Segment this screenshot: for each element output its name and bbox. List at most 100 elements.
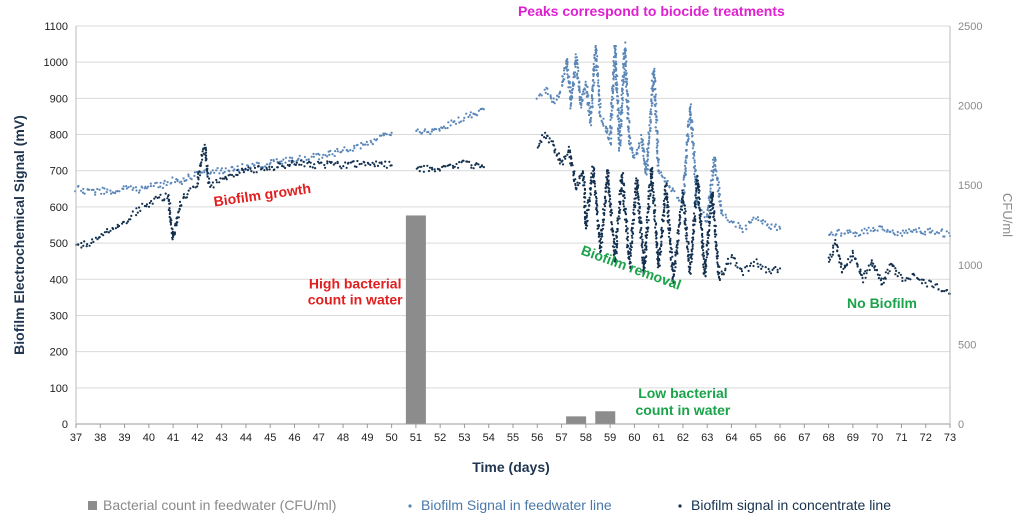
conc-point-0-23-4 (324, 166, 327, 169)
conc-point-2-19-32 (677, 225, 680, 228)
conc-point-0-9-7 (173, 224, 177, 227)
x-tick-73: 73 (944, 432, 956, 444)
feed-point-2-9-28 (592, 78, 595, 82)
conc-point-2-16-3 (651, 170, 654, 173)
conc-point-0-0-6 (83, 240, 86, 243)
feed-point-1-0-2 (418, 131, 421, 134)
feed-point-2-20-12 (646, 154, 650, 157)
feed-point-0-11-3 (200, 171, 204, 174)
conc-point-1-2-4 (444, 165, 447, 168)
conc-point-3-7-6 (896, 275, 899, 278)
feed-point-0-6-6 (157, 186, 160, 189)
feed-point-0-12-2 (211, 169, 214, 172)
conc-point-2-7-19 (588, 198, 591, 201)
conc-point-2-15-33 (647, 219, 650, 222)
feed-point-2-16-31 (626, 94, 630, 97)
conc-point-2-26-5 (736, 266, 739, 269)
feed-point-0-6-3 (152, 184, 155, 188)
conc-point-3-10-1 (926, 285, 929, 288)
conc-point-2-6-15 (584, 191, 587, 195)
conc-point-2-10-42 (612, 234, 615, 237)
conc-point-2-15-51 (649, 192, 652, 195)
feed-point-2-19-22 (644, 169, 647, 172)
conc-point-3-6-1 (882, 281, 885, 284)
conc-point-2-24-42 (716, 257, 719, 260)
feed-point-2-19-0 (640, 133, 643, 137)
feed-point-2-7-0 (580, 106, 583, 109)
feed-point-2-16-14 (624, 64, 627, 68)
conc-point-2-23-28 (706, 231, 710, 234)
feed-point-0-21-5 (326, 155, 329, 158)
conc-point-2-19-1 (672, 273, 676, 276)
conc-point-0-21-2 (295, 161, 298, 164)
feed-point-2-26-6 (703, 216, 706, 219)
feed-point-2-25-7 (689, 114, 692, 117)
conc-point-2-5-9 (580, 174, 584, 177)
feed-point-2-6-27 (580, 96, 583, 99)
feed-point-2-10-21 (597, 79, 600, 82)
conc-point-2-25-5 (722, 272, 725, 275)
conc-point-2-8-18 (593, 193, 596, 196)
feed-point-1-3-2 (453, 120, 456, 123)
feed-point-2-6-18 (577, 81, 580, 84)
x-tick-37: 37 (70, 432, 82, 444)
conc-point-2-22-9 (697, 191, 701, 194)
conc-point-2-22-25 (698, 216, 701, 219)
feed-point-2-14-52 (616, 127, 620, 130)
concentrate-series (75, 131, 952, 295)
feed-point-1-3-6 (459, 120, 463, 123)
feed-point-2-16-24 (624, 80, 627, 83)
conc-point-2-23-33 (708, 224, 711, 227)
feed-point-2-18-7 (638, 145, 641, 148)
feed-point-2-20-22 (647, 139, 651, 142)
conc-point-0-25-5 (349, 161, 352, 164)
feed-point-3-8-5 (931, 229, 934, 232)
conc-point-2-13-10 (629, 248, 633, 251)
conc-point-2-20-40 (686, 255, 690, 258)
conc-point-2-16-14 (651, 187, 654, 190)
y2-tick-1000: 1000 (958, 260, 982, 272)
y2-tick-500: 500 (958, 339, 976, 351)
feed-point-2-5-16 (572, 81, 575, 84)
conc-point-3-1-0 (834, 238, 837, 242)
feed-point-2-9-1 (590, 124, 593, 127)
conc-point-2-21-16 (691, 243, 694, 246)
conc-point-2-24-17 (712, 215, 715, 218)
conc-point-2-25-10 (727, 262, 730, 265)
feed-point-2-21-37 (654, 126, 657, 129)
feed-point-1-2-0 (438, 127, 441, 131)
feed-point-2-5-23 (574, 65, 577, 68)
conc-point-2-16-29 (653, 209, 656, 212)
conc-point-3-0-2 (829, 253, 832, 256)
feed-point-0-16-7 (268, 163, 271, 166)
feed-point-3-7-2 (915, 230, 918, 233)
feed-point-3-3-4 (869, 229, 872, 232)
feed-point-0-24-0 (353, 147, 356, 150)
feed-point-0-14-2 (236, 165, 239, 168)
feed-point-0-18-0 (281, 162, 284, 165)
conc-point-0-24-7 (340, 167, 343, 170)
conc-point-3-2-0 (842, 267, 845, 270)
feed-point-2-20-30 (649, 127, 652, 130)
feed-point-2-15-42 (622, 80, 625, 83)
feed-point-0-4-2 (125, 187, 128, 190)
conc-point-3-10-2 (928, 279, 931, 282)
conc-point-0-5-6 (145, 205, 148, 208)
conc-point-3-2-1 (843, 266, 847, 269)
feed-point-2-24-40 (686, 140, 689, 143)
conc-point-0-25-7 (352, 160, 355, 163)
conc-point-2-10-34 (610, 221, 613, 224)
feed-point-3-4-4 (881, 228, 884, 231)
feed-point-2-31-0 (741, 230, 744, 234)
conc-point-0-5-1 (136, 211, 139, 214)
feed-point-0-13-0 (220, 167, 223, 170)
conc-point-3-0-7 (832, 246, 835, 249)
conc-point-2-24-2 (711, 191, 715, 194)
feed-point-2-12-6 (605, 131, 609, 134)
feed-point-0-13-7 (231, 166, 234, 169)
conc-point-2-6-8 (583, 181, 586, 184)
feed-point-2-21-3 (653, 73, 656, 76)
feed-point-1-4-1 (465, 112, 468, 115)
feed-point-2-11-2 (601, 121, 604, 124)
conc-point-2-13-15 (629, 242, 632, 245)
